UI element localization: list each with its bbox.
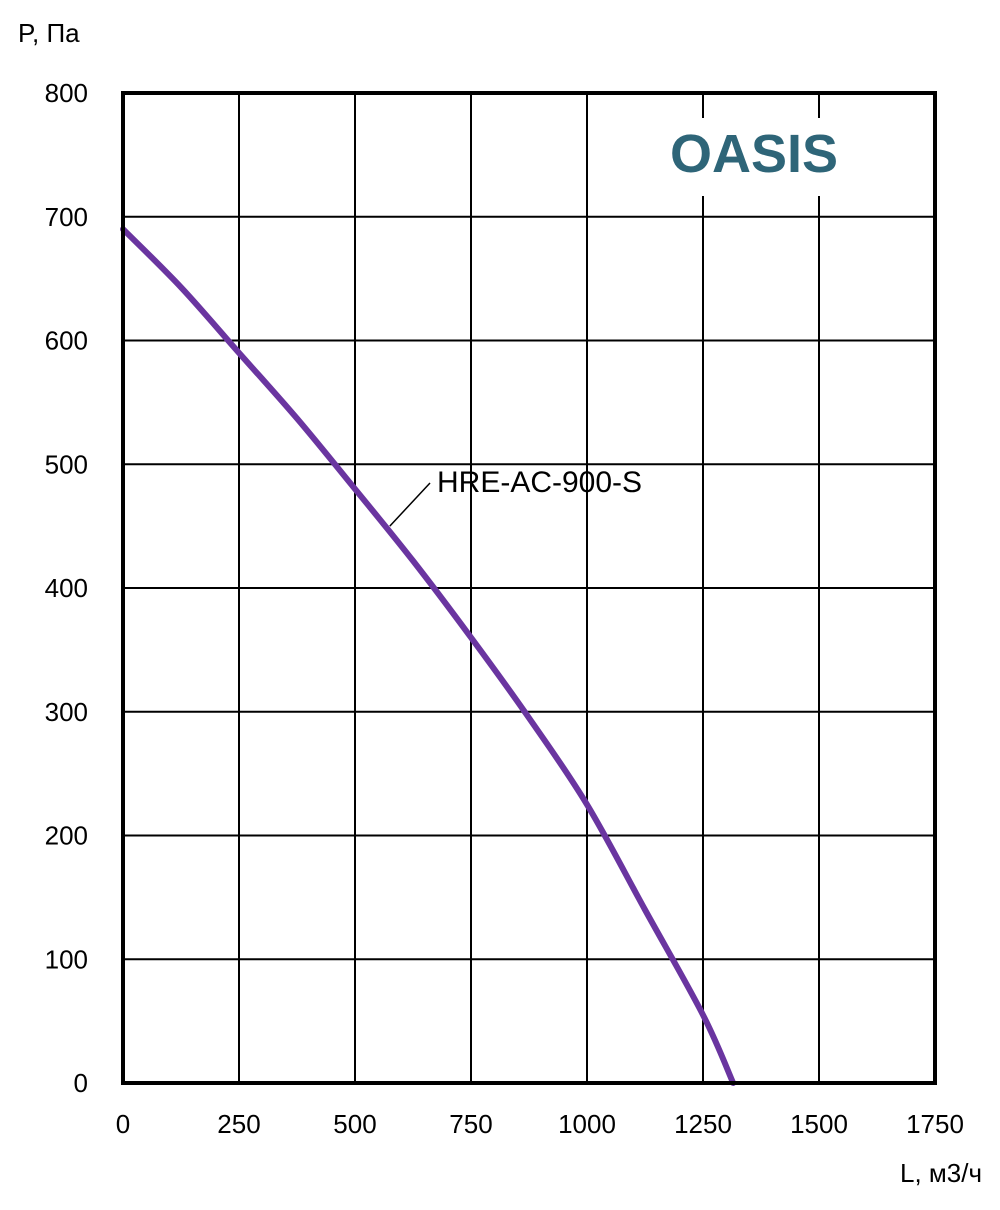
series-line <box>120 226 737 1086</box>
x-tick-label: 1000 <box>558 1109 616 1139</box>
x-tick-label: 1250 <box>674 1109 732 1139</box>
x-tick-label: 750 <box>449 1109 492 1139</box>
y-tick-label: 500 <box>45 449 88 479</box>
logo-text: OASIS <box>670 124 838 184</box>
y-tick-label: 300 <box>45 697 88 727</box>
plot-frame <box>121 91 937 1085</box>
y-axis-title: P, Па <box>18 18 80 48</box>
y-tick-labels: 0 100 200 300 400 500 600 700 800 <box>45 78 88 1098</box>
y-tick-label: 0 <box>74 1068 88 1098</box>
x-tick-labels: 0 250 500 750 1000 1250 1500 1750 <box>116 1109 964 1139</box>
oasis-logo: OASIS <box>650 118 862 196</box>
y-tick-label: 800 <box>45 78 88 108</box>
series-label: HRE-AC-900-S <box>437 466 642 499</box>
x-tick-label: 500 <box>333 1109 376 1139</box>
y-tick-label: 400 <box>45 573 88 603</box>
x-axis-title: L, м3/ч <box>900 1158 982 1188</box>
grid <box>123 93 935 1083</box>
logo-background <box>650 118 862 196</box>
x-tick-label: 0 <box>116 1109 130 1139</box>
x-tick-label: 1750 <box>906 1109 964 1139</box>
series-layer: HRE-AC-900-S <box>120 91 937 1086</box>
x-tick-label: 250 <box>217 1109 260 1139</box>
y-tick-label: 100 <box>45 944 88 974</box>
y-tick-label: 700 <box>45 202 88 232</box>
series-label-leader <box>389 482 431 527</box>
y-tick-label: 600 <box>45 326 88 356</box>
y-tick-label: 200 <box>45 821 88 851</box>
x-tick-label: 1500 <box>790 1109 848 1139</box>
